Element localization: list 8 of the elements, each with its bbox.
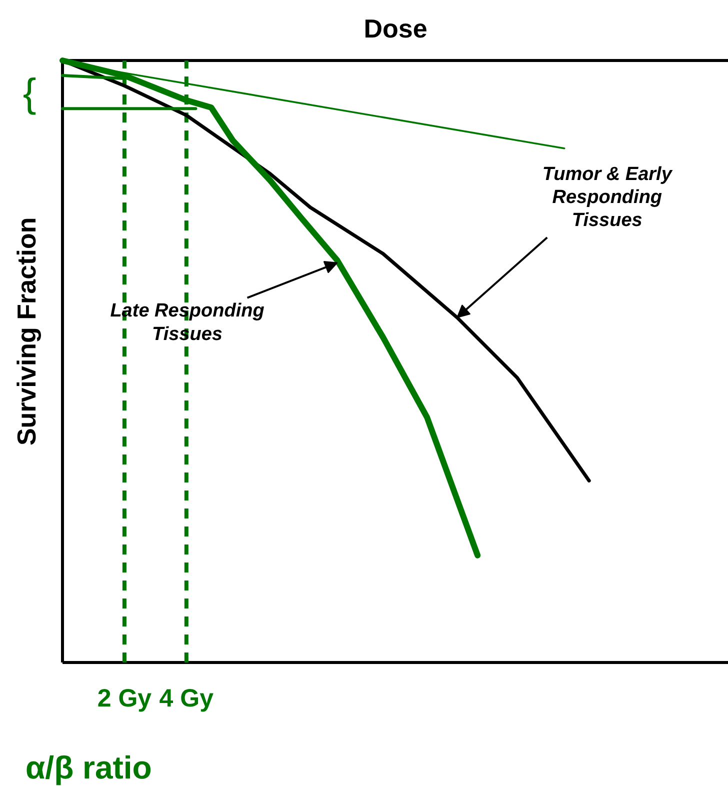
text: {	[22, 72, 36, 116]
x-tick-label: 4 Gy	[159, 684, 214, 712]
annotation: Tumor & Early Responding Tissues	[542, 164, 674, 232]
x-axis-title: Dose	[364, 14, 428, 44]
x-tick-label: 2 Gy	[97, 684, 152, 712]
annotation: Late Responding Tissues	[110, 300, 265, 345]
y-axis-title: Surviving Fraction	[12, 217, 42, 446]
text: α/β ratio	[26, 750, 152, 786]
